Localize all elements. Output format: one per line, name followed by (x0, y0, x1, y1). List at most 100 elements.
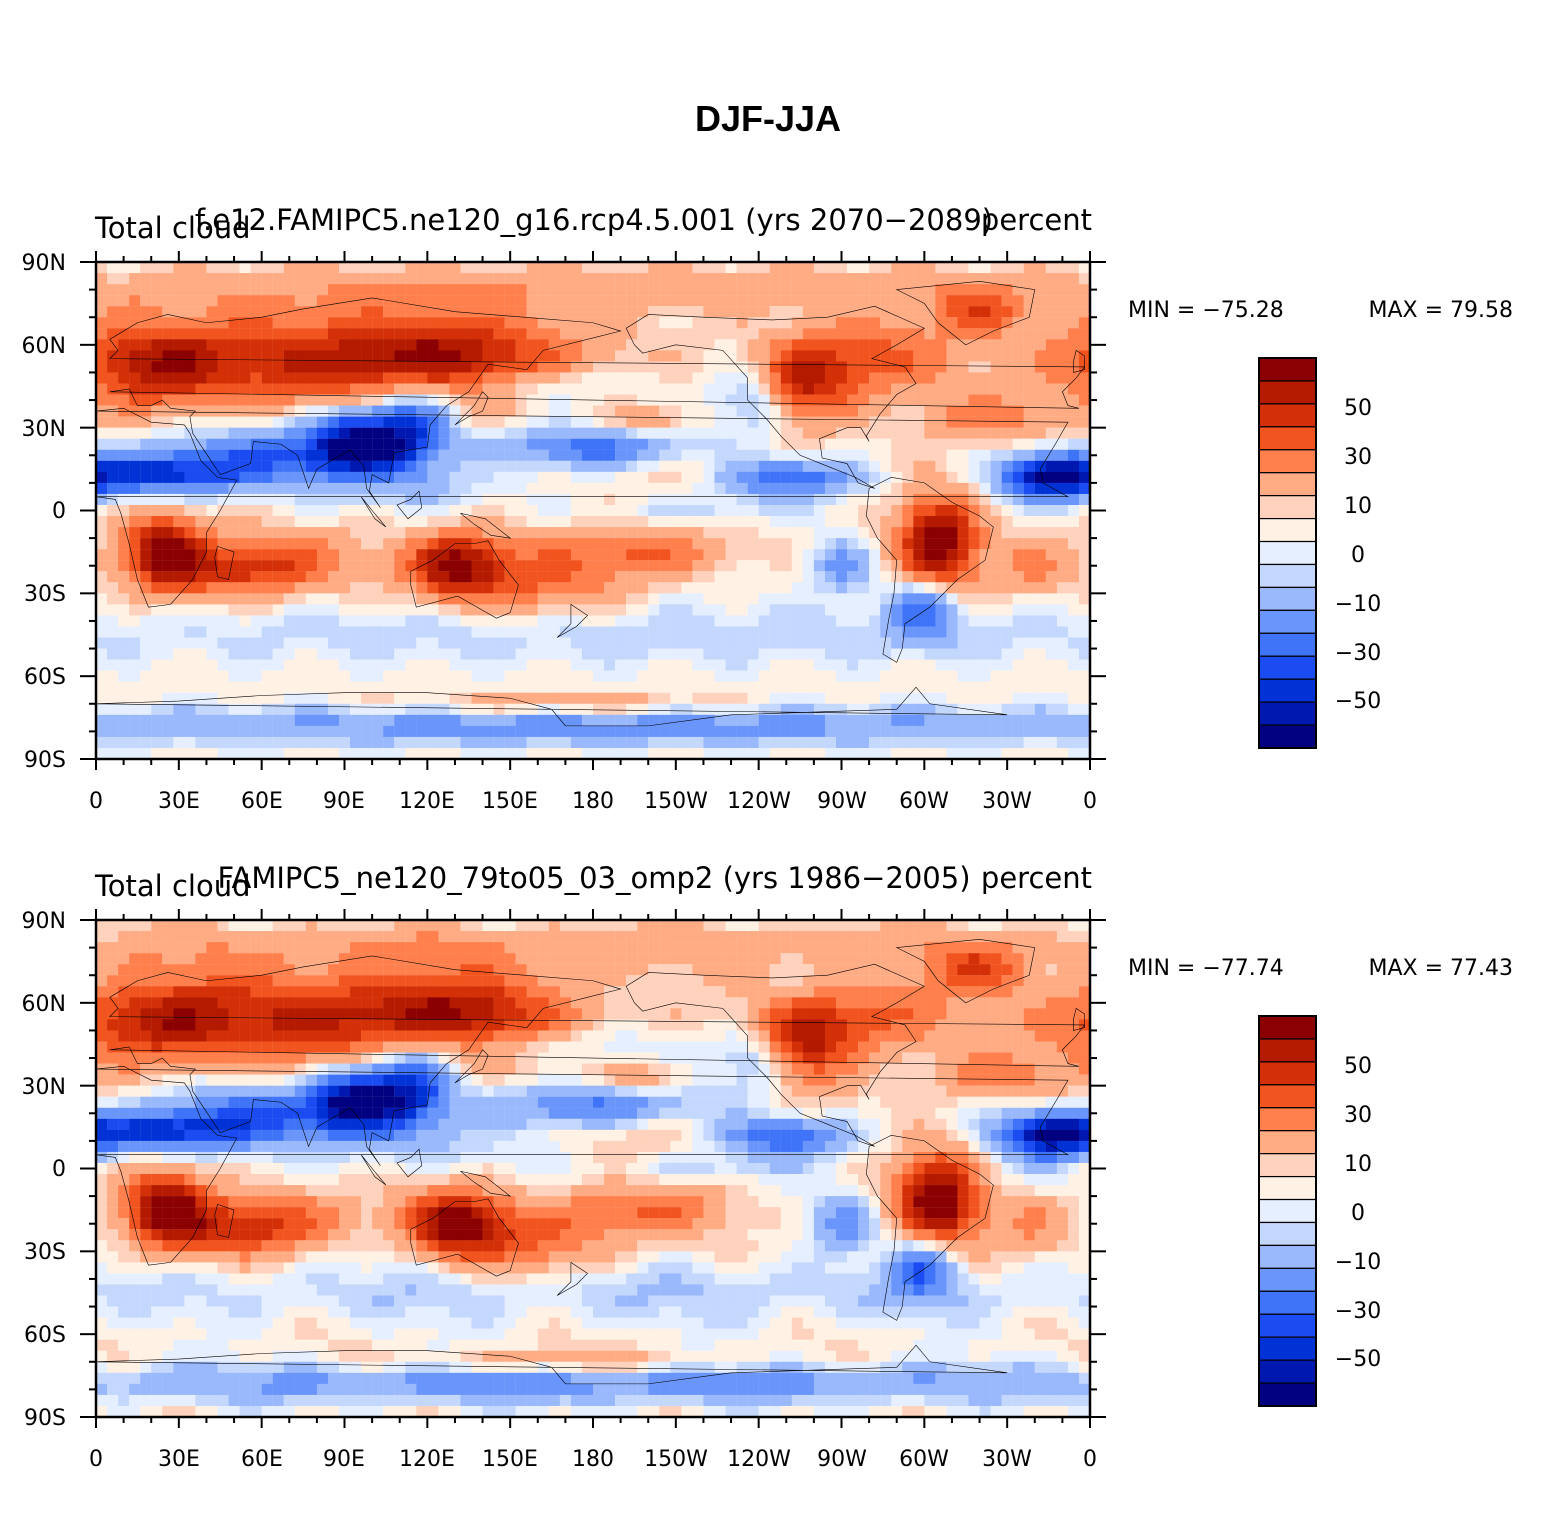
field-cell (581, 648, 594, 660)
field-cell (758, 350, 770, 362)
field-cell (184, 460, 196, 472)
field-cell (847, 372, 859, 384)
field-cell (891, 482, 903, 495)
field-cell (515, 747, 527, 759)
field-cell (1001, 593, 1013, 605)
field-cell (681, 460, 693, 472)
field-cell (979, 714, 991, 727)
field-cell (548, 736, 561, 749)
coastline (397, 491, 422, 519)
field-cell (361, 703, 373, 715)
field-cell (604, 273, 616, 285)
field-cell (272, 538, 284, 550)
panel-1-lat-label-30s: 30S (24, 582, 66, 607)
field-cell (118, 504, 130, 517)
field-cell (913, 626, 925, 638)
field-cell (140, 273, 152, 285)
field-cell (659, 637, 671, 649)
field-cell (471, 953, 483, 965)
field-cell (504, 273, 516, 285)
field-cell (593, 471, 605, 484)
field-cell (747, 471, 759, 484)
field-cell (714, 986, 726, 998)
field-cell (847, 394, 859, 406)
field-cell (902, 372, 914, 384)
field-cell (824, 438, 837, 450)
field-cell (394, 931, 406, 943)
field-cell (747, 975, 759, 987)
field-cell (835, 372, 848, 384)
field-cell (581, 306, 594, 318)
field-cell (847, 438, 859, 450)
field-cell (416, 615, 428, 627)
field-cell (648, 427, 660, 439)
field-cell (206, 361, 218, 373)
field-cell (394, 681, 406, 693)
field-cell (791, 372, 803, 384)
field-cell (979, 692, 991, 704)
field-cell (692, 493, 704, 506)
field-cell (206, 670, 218, 682)
field-cell (935, 942, 947, 954)
field-cell (96, 361, 108, 373)
field-cell (703, 306, 715, 318)
field-cell (769, 637, 781, 649)
field-cell (1067, 471, 1080, 484)
field-cell (946, 405, 958, 417)
field-cell (891, 295, 903, 307)
field-cell (725, 953, 737, 965)
field-cell (372, 604, 384, 616)
field-cell (659, 284, 671, 296)
field-cell (526, 986, 538, 998)
field-cell (891, 659, 903, 671)
field-cell (858, 262, 870, 274)
field-cell (427, 975, 439, 987)
field-cell (968, 604, 980, 616)
field-cell (858, 953, 870, 965)
field-cell (1023, 692, 1035, 704)
field-cell (151, 361, 163, 373)
field-cell (769, 670, 781, 682)
field-cell (1023, 295, 1035, 307)
field-cell (471, 615, 483, 627)
field-cell (979, 317, 991, 329)
field-cell (880, 920, 892, 932)
field-cell (780, 692, 792, 704)
field-cell (438, 427, 450, 439)
field-cell (835, 339, 848, 351)
field-cell (449, 604, 461, 616)
field-cell (946, 659, 958, 671)
field-cell (957, 747, 969, 759)
field-cell (791, 736, 803, 749)
field-cell (1034, 997, 1046, 1009)
field-cell (880, 626, 892, 638)
field-cell (758, 931, 770, 943)
field-cell (129, 975, 141, 987)
field-cell (151, 317, 163, 329)
field-cell (1067, 986, 1080, 998)
field-cell (272, 549, 284, 561)
field-cell (140, 1008, 152, 1020)
field-cell (184, 493, 196, 506)
field-cell (350, 615, 362, 627)
field-cell (880, 471, 892, 484)
field-cell (195, 460, 207, 472)
field-cell (615, 920, 627, 932)
field-cell (769, 560, 781, 572)
field-cell (118, 284, 130, 296)
field-cell (736, 350, 748, 362)
field-cell (1034, 284, 1046, 296)
field-cell (250, 493, 262, 506)
field-cell (725, 942, 737, 954)
field-cell (681, 471, 693, 484)
field-cell (703, 997, 715, 1009)
field-cell (383, 306, 395, 318)
field-cell (990, 306, 1002, 318)
field-cell (559, 317, 572, 329)
field-cell (471, 262, 483, 274)
field-cell (151, 273, 163, 285)
field-cell (891, 383, 903, 395)
field-cell (471, 964, 483, 976)
field-cell (703, 593, 715, 605)
field-cell (338, 405, 351, 417)
